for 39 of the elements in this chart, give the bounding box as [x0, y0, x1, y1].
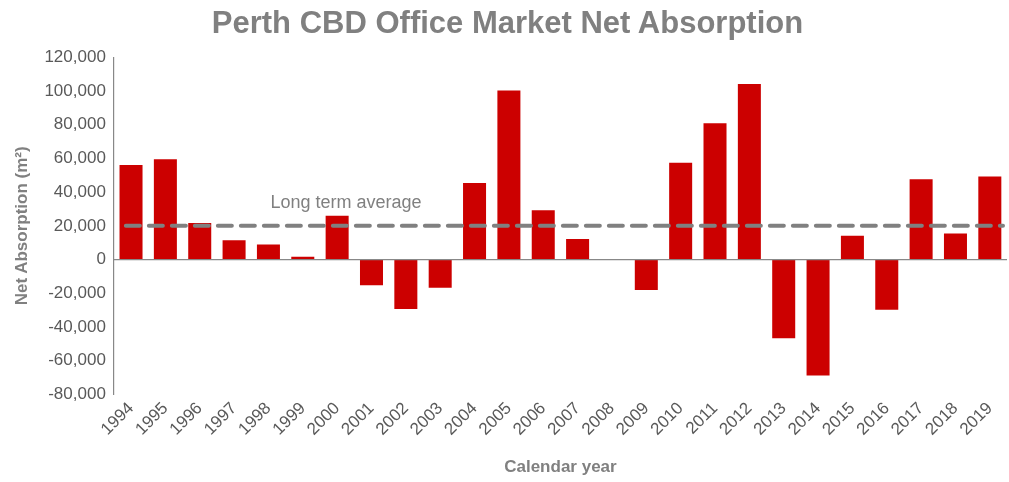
bar: [188, 222, 212, 260]
bar: [909, 179, 933, 260]
y-axis-title: Net Absorption (m²): [11, 146, 31, 306]
y-tick-label: -80,000: [48, 384, 106, 404]
bar: [703, 123, 727, 260]
bar: [669, 162, 693, 260]
y-tick-label: 40,000: [53, 181, 106, 201]
bar: [463, 182, 487, 260]
bar: [153, 159, 177, 260]
bar: [394, 259, 418, 309]
bar: [634, 259, 658, 290]
chart-title: Perth CBD Office Market Net Absorption: [211, 5, 804, 41]
bar: [840, 235, 864, 260]
bar: [119, 165, 143, 260]
y-tick-label: -60,000: [48, 350, 106, 370]
bar: [256, 244, 280, 260]
y-tick-label: 0: [96, 249, 106, 269]
bar: [943, 233, 967, 260]
y-tick-label: 60,000: [53, 148, 106, 168]
bar: [531, 210, 555, 260]
bar: [772, 259, 796, 339]
bar: [875, 259, 899, 310]
y-tick-label: 80,000: [53, 114, 106, 134]
y-tick-label: -20,000: [48, 282, 106, 302]
bar: [325, 215, 349, 260]
bar: [359, 259, 383, 286]
y-tick-label: 100,000: [44, 80, 106, 100]
y-tick-label: 20,000: [53, 215, 106, 235]
bar: [566, 238, 590, 260]
bar: [222, 240, 246, 260]
bar: [978, 176, 1002, 260]
bar: [497, 90, 521, 260]
y-tick-label: -40,000: [48, 316, 106, 336]
x-axis-title: Calendar year: [504, 457, 618, 477]
bar: [737, 84, 761, 260]
bar: [806, 259, 830, 376]
y-tick-label: 120,000: [44, 46, 106, 66]
bar: [428, 259, 452, 288]
ref-line-label: Long term average: [270, 191, 422, 212]
